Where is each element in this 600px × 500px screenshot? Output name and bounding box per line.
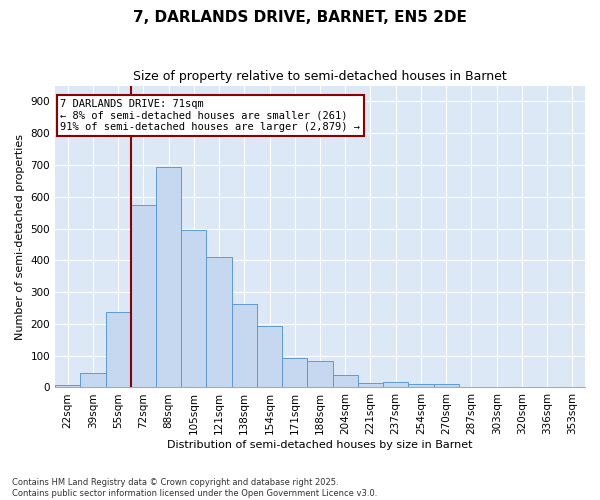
Bar <box>434 384 459 388</box>
Bar <box>131 204 156 388</box>
Bar <box>358 382 383 388</box>
Bar <box>409 384 434 388</box>
Bar <box>459 386 484 388</box>
Bar <box>282 358 307 388</box>
Bar <box>106 312 131 388</box>
Bar <box>257 326 282 388</box>
Bar <box>181 230 206 388</box>
Bar <box>156 167 181 388</box>
Title: Size of property relative to semi-detached houses in Barnet: Size of property relative to semi-detach… <box>133 70 507 83</box>
Y-axis label: Number of semi-detached properties: Number of semi-detached properties <box>15 134 25 340</box>
Bar <box>55 385 80 388</box>
Bar <box>332 374 358 388</box>
Text: 7, DARLANDS DRIVE, BARNET, EN5 2DE: 7, DARLANDS DRIVE, BARNET, EN5 2DE <box>133 10 467 25</box>
Bar <box>232 304 257 388</box>
X-axis label: Distribution of semi-detached houses by size in Barnet: Distribution of semi-detached houses by … <box>167 440 473 450</box>
Bar <box>206 257 232 388</box>
Bar <box>80 373 106 388</box>
Bar <box>509 386 535 388</box>
Text: 7 DARLANDS DRIVE: 71sqm
← 8% of semi-detached houses are smaller (261)
91% of se: 7 DARLANDS DRIVE: 71sqm ← 8% of semi-det… <box>61 99 361 132</box>
Bar <box>383 382 409 388</box>
Text: Contains HM Land Registry data © Crown copyright and database right 2025.
Contai: Contains HM Land Registry data © Crown c… <box>12 478 377 498</box>
Bar <box>307 361 332 388</box>
